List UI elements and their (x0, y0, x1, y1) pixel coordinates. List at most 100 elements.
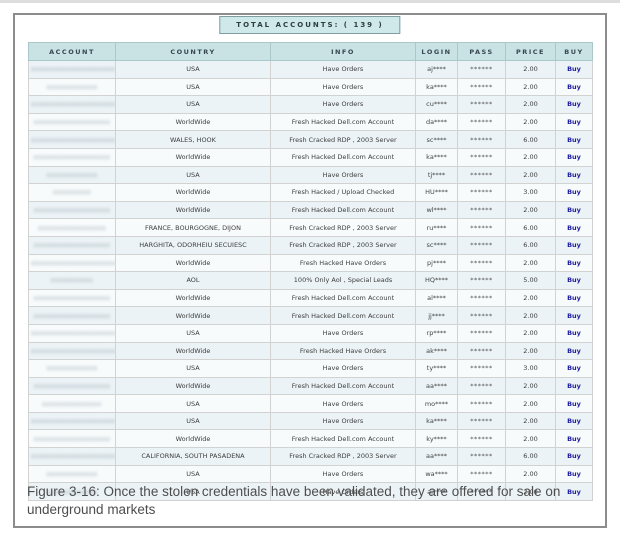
pass-cell: ****** (457, 341, 506, 361)
pass-cell: ****** (457, 112, 506, 132)
country-cell: WorldWide (115, 112, 271, 132)
login-cell: al**** (415, 288, 458, 308)
buy-link[interactable]: Buy (567, 188, 581, 197)
redacted-account-text: xxxxxxxxxxxx (46, 364, 98, 373)
login-cell: aa**** (415, 447, 458, 466)
buy-link[interactable]: Buy (567, 100, 581, 109)
login-cell: pj**** (415, 253, 458, 273)
price-cell: 2.00 (505, 376, 556, 396)
account-cell: xxxxxxxxxxxxxxxxxxxxxxxxx (28, 253, 116, 273)
buy-cell: Buy (555, 482, 593, 501)
redacted-account-text: xxxxxxxxxxxxxxxxxx (33, 294, 111, 303)
buy-link[interactable]: Buy (567, 65, 581, 74)
country-cell: WorldWide (115, 341, 271, 361)
price-cell: 3.00 (505, 183, 556, 202)
buy-link[interactable]: Buy (567, 294, 581, 303)
info-cell: Fresh Hacked Have Orders (270, 253, 416, 273)
account-cell: xxxxxxxxxxxx (28, 359, 116, 378)
info-cell: Fresh Hacked Have Orders (270, 341, 416, 361)
table-row: xxxxxxxxxxxxxxxx FRANCE, BOURGOGNE, DIJO… (28, 218, 593, 237)
login-cell: ka**** (415, 411, 458, 431)
buy-link[interactable]: Buy (567, 276, 581, 285)
info-cell: Fresh Cracked RDP , 2003 Server (270, 235, 416, 255)
table-row: xxxxxxxxxxxx USA Have Orders tj**** ****… (28, 165, 593, 185)
buy-link[interactable]: Buy (567, 223, 581, 232)
country-cell: WorldWide (115, 200, 271, 220)
table-row: xxxxxxxxxxxxxxxxxx WorldWide Fresh Hacke… (28, 288, 593, 308)
page-edge-strip (0, 0, 620, 3)
buy-link[interactable]: Buy (567, 487, 581, 496)
redacted-account-text: xxxxxxxxxxxxxxxxxx (33, 381, 111, 390)
redacted-account-text: xxxxxxxxxxxxxxxxxxxxxxxxxxxxxxxx (31, 135, 115, 144)
buy-link[interactable]: Buy (567, 311, 581, 320)
account-cell: xxxxxxxxxxxx (28, 464, 116, 484)
buy-link[interactable]: Buy (567, 206, 581, 215)
price-cell: 2.00 (505, 429, 556, 449)
buy-cell: Buy (555, 60, 593, 79)
buy-link[interactable]: Buy (567, 170, 581, 179)
buy-cell: Buy (555, 130, 593, 149)
account-cell: xxxxxxxxxxxxxxxxxxxxxxxxxxxxxxxx (28, 130, 116, 149)
buy-link[interactable]: Buy (567, 258, 581, 267)
buy-link[interactable]: Buy (567, 434, 581, 443)
redacted-account-text: xxxxxxxxxx (50, 276, 94, 285)
login-cell: rp**** (415, 323, 458, 343)
buy-link[interactable]: Buy (567, 135, 581, 144)
redacted-account-text: xxxxxxxxxxxx (46, 469, 98, 478)
buy-link[interactable]: Buy (567, 469, 581, 478)
pass-cell: ****** (457, 429, 506, 449)
account-cell: xxxxxxxxxxxxxxxxxxxxxxxxx (28, 95, 116, 114)
table-row: xxxxxxxxxxxxxxxxxx WorldWide Fresh Hacke… (28, 147, 593, 167)
account-cell: xxxxxxxxxxxxxxxxxxxxxxxxx (28, 323, 116, 343)
login-cell: cu**** (415, 95, 458, 114)
pass-cell: ****** (457, 183, 506, 202)
buy-cell: Buy (555, 429, 593, 449)
buy-link[interactable]: Buy (567, 329, 581, 338)
redacted-account-text: xxxxxxxxxxxxxxxxxxxxxxxxx (31, 346, 115, 355)
pass-cell: ****** (457, 323, 506, 343)
buy-link[interactable]: Buy (567, 153, 581, 162)
buy-link[interactable]: Buy (567, 381, 581, 390)
login-cell: sc**** (415, 130, 458, 149)
buy-link[interactable]: Buy (567, 452, 581, 461)
account-cell: xxxxxxxxxxxxxxxxxx (28, 288, 116, 308)
info-cell: Fresh Cracked RDP , 2003 Server (270, 130, 416, 149)
redacted-account-text: xxxxxxxxxxxxxxxxxx (33, 153, 111, 162)
account-cell: xxxxxxxxxxxxxxxxxxxxxxxxx (28, 341, 116, 361)
country-cell: AOL (115, 271, 271, 290)
buy-link[interactable]: Buy (567, 82, 581, 91)
buy-link[interactable]: Buy (567, 118, 581, 127)
column-header-country: COUNTRY (115, 42, 271, 61)
account-cell: xxxxxxxxxxxxxxxxxxxxxxxxx (28, 411, 116, 431)
redacted-account-text: xxxxxxxxxxxxxxxxxx (33, 434, 111, 443)
country-cell: USA (115, 77, 271, 97)
redacted-account-text: xxxxxxxxx (52, 188, 92, 197)
buy-link[interactable]: Buy (567, 241, 581, 250)
info-cell: Have Orders (270, 411, 416, 431)
info-cell: Have Orders (270, 464, 416, 484)
country-cell: WorldWide (115, 306, 271, 325)
buy-cell: Buy (555, 288, 593, 308)
account-cell: xxxxxxxxxxxx (28, 165, 116, 185)
table-row: xxxxxxxxxxxx USA Have Orders ka**** ****… (28, 77, 593, 97)
login-cell: ka**** (415, 77, 458, 97)
login-cell: aj**** (415, 60, 458, 79)
price-cell: 2.00 (505, 253, 556, 273)
account-cell: xxxxxxxxxxxxxxxxxx (28, 147, 116, 167)
figure-frame: TOTAL ACCOUNTS: ( 139 ) ACCOUNT COUNTRY … (13, 13, 607, 528)
country-cell: USA (115, 464, 271, 484)
price-cell: 2.00 (505, 95, 556, 114)
column-header-buy: BUY (555, 42, 593, 61)
account-cell: xxxxxxxxxxxxxxxx (28, 218, 116, 237)
redacted-account-text: xxxxxxxxxxxxxxxxxx (33, 206, 111, 215)
redacted-account-text: xxxxxxxxxxxxxxxxxx (33, 241, 111, 250)
table-row: xxxxxxxxxxxxxxxxxxxxxxxxx USA Have Order… (28, 60, 593, 79)
buy-link[interactable]: Buy (567, 399, 581, 408)
redacted-account-text: xxxxxxxxxxxxxxxxxx (33, 311, 111, 320)
price-cell: 2.00 (505, 200, 556, 220)
country-cell: CALIFORNIA, SOUTH PASADENA (115, 447, 271, 466)
buy-link[interactable]: Buy (567, 417, 581, 426)
account-cell: xxxxxxxxxxxxxxxxxx (28, 306, 116, 325)
buy-link[interactable]: Buy (567, 346, 581, 355)
buy-link[interactable]: Buy (567, 364, 581, 373)
